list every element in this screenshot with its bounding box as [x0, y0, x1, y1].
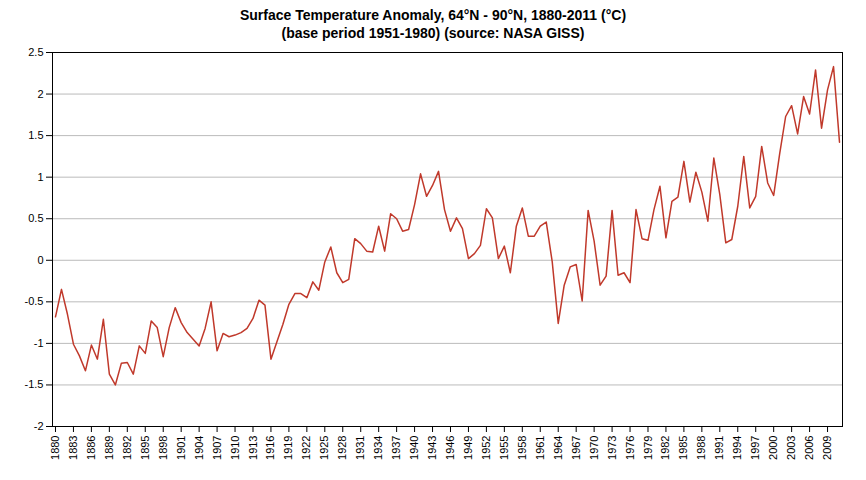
- svg-text:1913: 1913: [247, 436, 259, 460]
- svg-text:0.5: 0.5: [28, 212, 43, 224]
- svg-text:1976: 1976: [624, 436, 636, 460]
- svg-text:1982: 1982: [659, 436, 671, 460]
- svg-text:1940: 1940: [408, 436, 420, 460]
- svg-text:1904: 1904: [193, 436, 205, 460]
- svg-text:1916: 1916: [264, 436, 276, 460]
- svg-text:1958: 1958: [516, 436, 528, 460]
- svg-text:1955: 1955: [498, 436, 510, 460]
- svg-text:1919: 1919: [282, 436, 294, 460]
- svg-text:1946: 1946: [444, 436, 456, 460]
- svg-text:2.5: 2.5: [28, 46, 43, 58]
- svg-text:1970: 1970: [588, 436, 600, 460]
- svg-text:1886: 1886: [85, 436, 97, 460]
- svg-text:1901: 1901: [175, 436, 187, 460]
- svg-text:1967: 1967: [570, 436, 582, 460]
- svg-text:-0.5: -0.5: [25, 295, 44, 307]
- svg-text:-1: -1: [34, 337, 44, 349]
- svg-text:1889: 1889: [103, 436, 115, 460]
- svg-text:2009: 2009: [821, 436, 833, 460]
- svg-text:-1.5: -1.5: [25, 378, 44, 390]
- svg-text:1: 1: [37, 171, 43, 183]
- svg-text:1880: 1880: [49, 436, 61, 460]
- svg-text:1928: 1928: [336, 436, 348, 460]
- svg-text:1883: 1883: [67, 436, 79, 460]
- svg-text:1907: 1907: [211, 436, 223, 460]
- svg-text:1985: 1985: [677, 436, 689, 460]
- svg-text:1895: 1895: [139, 436, 151, 460]
- svg-text:1898: 1898: [157, 436, 169, 460]
- svg-text:1973: 1973: [606, 436, 618, 460]
- svg-text:1931: 1931: [354, 436, 366, 460]
- svg-text:1949: 1949: [462, 436, 474, 460]
- svg-text:1937: 1937: [390, 436, 402, 460]
- svg-text:1.5: 1.5: [28, 129, 43, 141]
- svg-text:1922: 1922: [300, 436, 312, 460]
- svg-text:1964: 1964: [552, 436, 564, 460]
- svg-text:0: 0: [37, 254, 43, 266]
- html-text:Surface Temperature Anomaly, 6: Surface Temperature Anomaly, 64°N - 90°N…: [239, 7, 627, 23]
- svg-text:2000: 2000: [767, 436, 779, 460]
- svg-text:1934: 1934: [372, 436, 384, 460]
- svg-text:1892: 1892: [121, 436, 133, 460]
- svg-text:1997: 1997: [749, 436, 761, 460]
- svg-text:1979: 1979: [642, 436, 654, 460]
- svg-text:1910: 1910: [229, 436, 241, 460]
- svg-text:2: 2: [37, 88, 43, 100]
- svg-text:1991: 1991: [713, 436, 725, 460]
- svg-text:1943: 1943: [426, 436, 438, 460]
- svg-text:-2: -2: [34, 420, 44, 432]
- svg-text:2003: 2003: [785, 436, 797, 460]
- svg-text:1994: 1994: [731, 436, 743, 460]
- svg-text:2006: 2006: [803, 436, 815, 460]
- svg-text:1952: 1952: [480, 436, 492, 460]
- svg-text:1925: 1925: [318, 436, 330, 460]
- html-text:(base period 1951-1980) (sourc: (base period 1951-1980) (source: NASA GI…: [281, 25, 585, 41]
- svg-text:1961: 1961: [534, 436, 546, 460]
- svg-text:1988: 1988: [695, 436, 707, 460]
